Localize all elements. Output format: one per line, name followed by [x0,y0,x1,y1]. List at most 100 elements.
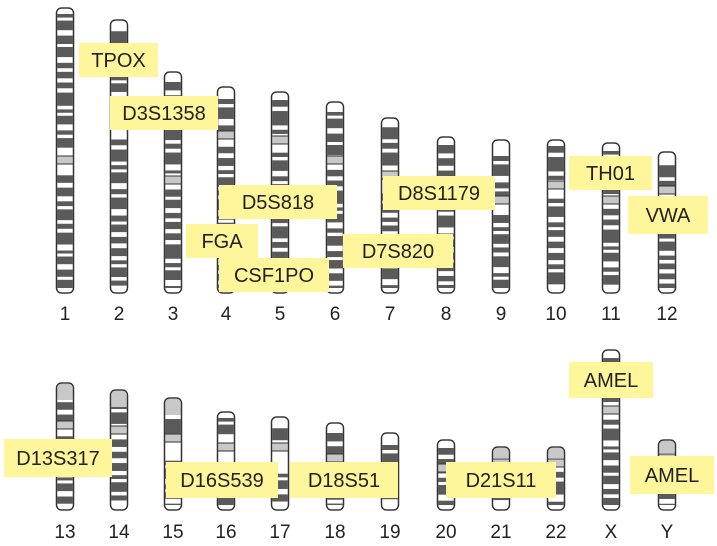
dark-band [603,428,619,441]
dark-band [218,170,234,174]
centromere [111,426,127,434]
marker-label-box [446,462,556,498]
dark-band [603,267,619,272]
marker-label-d3s1358: D3S1358 [110,96,218,130]
dark-band [327,133,343,142]
dark-band [438,158,454,166]
dark-band [57,20,73,31]
dark-band [111,197,127,210]
dark-band [165,143,181,149]
dark-band [327,433,343,442]
marker-label-d18s51: D18S51 [290,462,398,498]
chromosome-outline [216,411,236,511]
dark-band [165,170,181,174]
marker-label-d7s820: D7S820 [343,234,453,268]
centromere [603,196,619,204]
dark-band [165,270,181,280]
dark-band [272,152,288,157]
marker-label-vwa: VWA [628,196,708,234]
chromosome-10 [546,139,566,294]
dark-band [218,146,234,154]
dark-band [382,285,398,288]
chromosome-number: 5 [275,304,286,325]
dark-band [659,231,675,239]
dark-band [111,248,127,257]
dark-band [111,215,127,222]
dark-band [165,152,181,165]
dark-band [57,209,73,221]
chromosome-number: 12 [656,304,677,325]
dark-band [272,226,288,239]
marker-label-fga: FGA [186,224,258,258]
dark-band [603,397,619,403]
dark-band [57,14,73,18]
chromosome-number: 9 [496,304,507,325]
dark-band [57,279,73,288]
dark-band [57,414,73,424]
dark-band [438,275,454,282]
dark-band [57,71,73,79]
chromosome-number: 17 [269,522,290,543]
dark-band [603,497,619,505]
dark-band [218,99,234,105]
satellite-stalk [548,448,564,458]
dark-band [327,180,343,187]
marker-label-box [4,439,112,477]
marker-label-text: VWA [646,205,691,227]
centromere [272,443,288,451]
dark-band [218,424,234,435]
satellite-stalk [493,448,509,458]
chromosome-1 [55,7,75,294]
chromosome-number: Y [661,522,674,543]
marker-label-box [219,258,329,292]
dark-band [603,446,619,450]
dark-band [57,109,73,113]
dark-band [548,146,564,153]
marker-label-box [630,456,714,494]
centromere [327,156,343,164]
dark-band [272,473,288,478]
dark-band [493,279,509,288]
centromere [165,176,181,184]
dark-band [57,402,73,410]
chromosome-14 [109,389,129,511]
dark-band [603,246,619,250]
dark-band [382,142,398,149]
dark-band [218,107,234,119]
dark-band [493,156,509,162]
marker-label-box [79,43,158,77]
dark-band [111,280,127,286]
dark-band [165,212,181,219]
dark-band [548,175,564,180]
dark-band [111,495,127,501]
marker-label-d16s539: D16S539 [166,462,278,498]
dark-band [548,272,564,285]
dark-band [327,273,343,281]
dark-band [165,419,181,434]
dark-band [218,125,234,132]
dark-band [493,164,509,176]
marker-label-text: AMEL [645,465,699,487]
dark-band [438,170,454,180]
chromosome-8 [436,136,456,294]
centromere [57,156,73,164]
dark-band [57,250,73,254]
marker-label-text: CSF1PO [234,265,314,287]
dark-band [327,169,343,177]
chromosome-outline [55,7,75,294]
chromosome-number: 16 [215,522,236,543]
marker-label-text: D13S317 [16,448,99,470]
dark-band [603,229,619,243]
dark-band [165,189,181,197]
dark-band [272,129,288,134]
dark-band [327,260,343,269]
dark-band [493,234,509,244]
dark-band [111,439,127,447]
marker-label-d13s317: D13S317 [4,439,112,477]
dark-band [382,453,398,465]
dark-band [218,496,234,505]
dark-band [603,475,619,485]
marker-label-text: D7S820 [362,241,434,263]
